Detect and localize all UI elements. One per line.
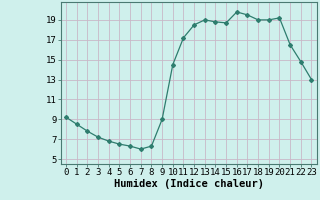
X-axis label: Humidex (Indice chaleur): Humidex (Indice chaleur) [114, 179, 264, 189]
